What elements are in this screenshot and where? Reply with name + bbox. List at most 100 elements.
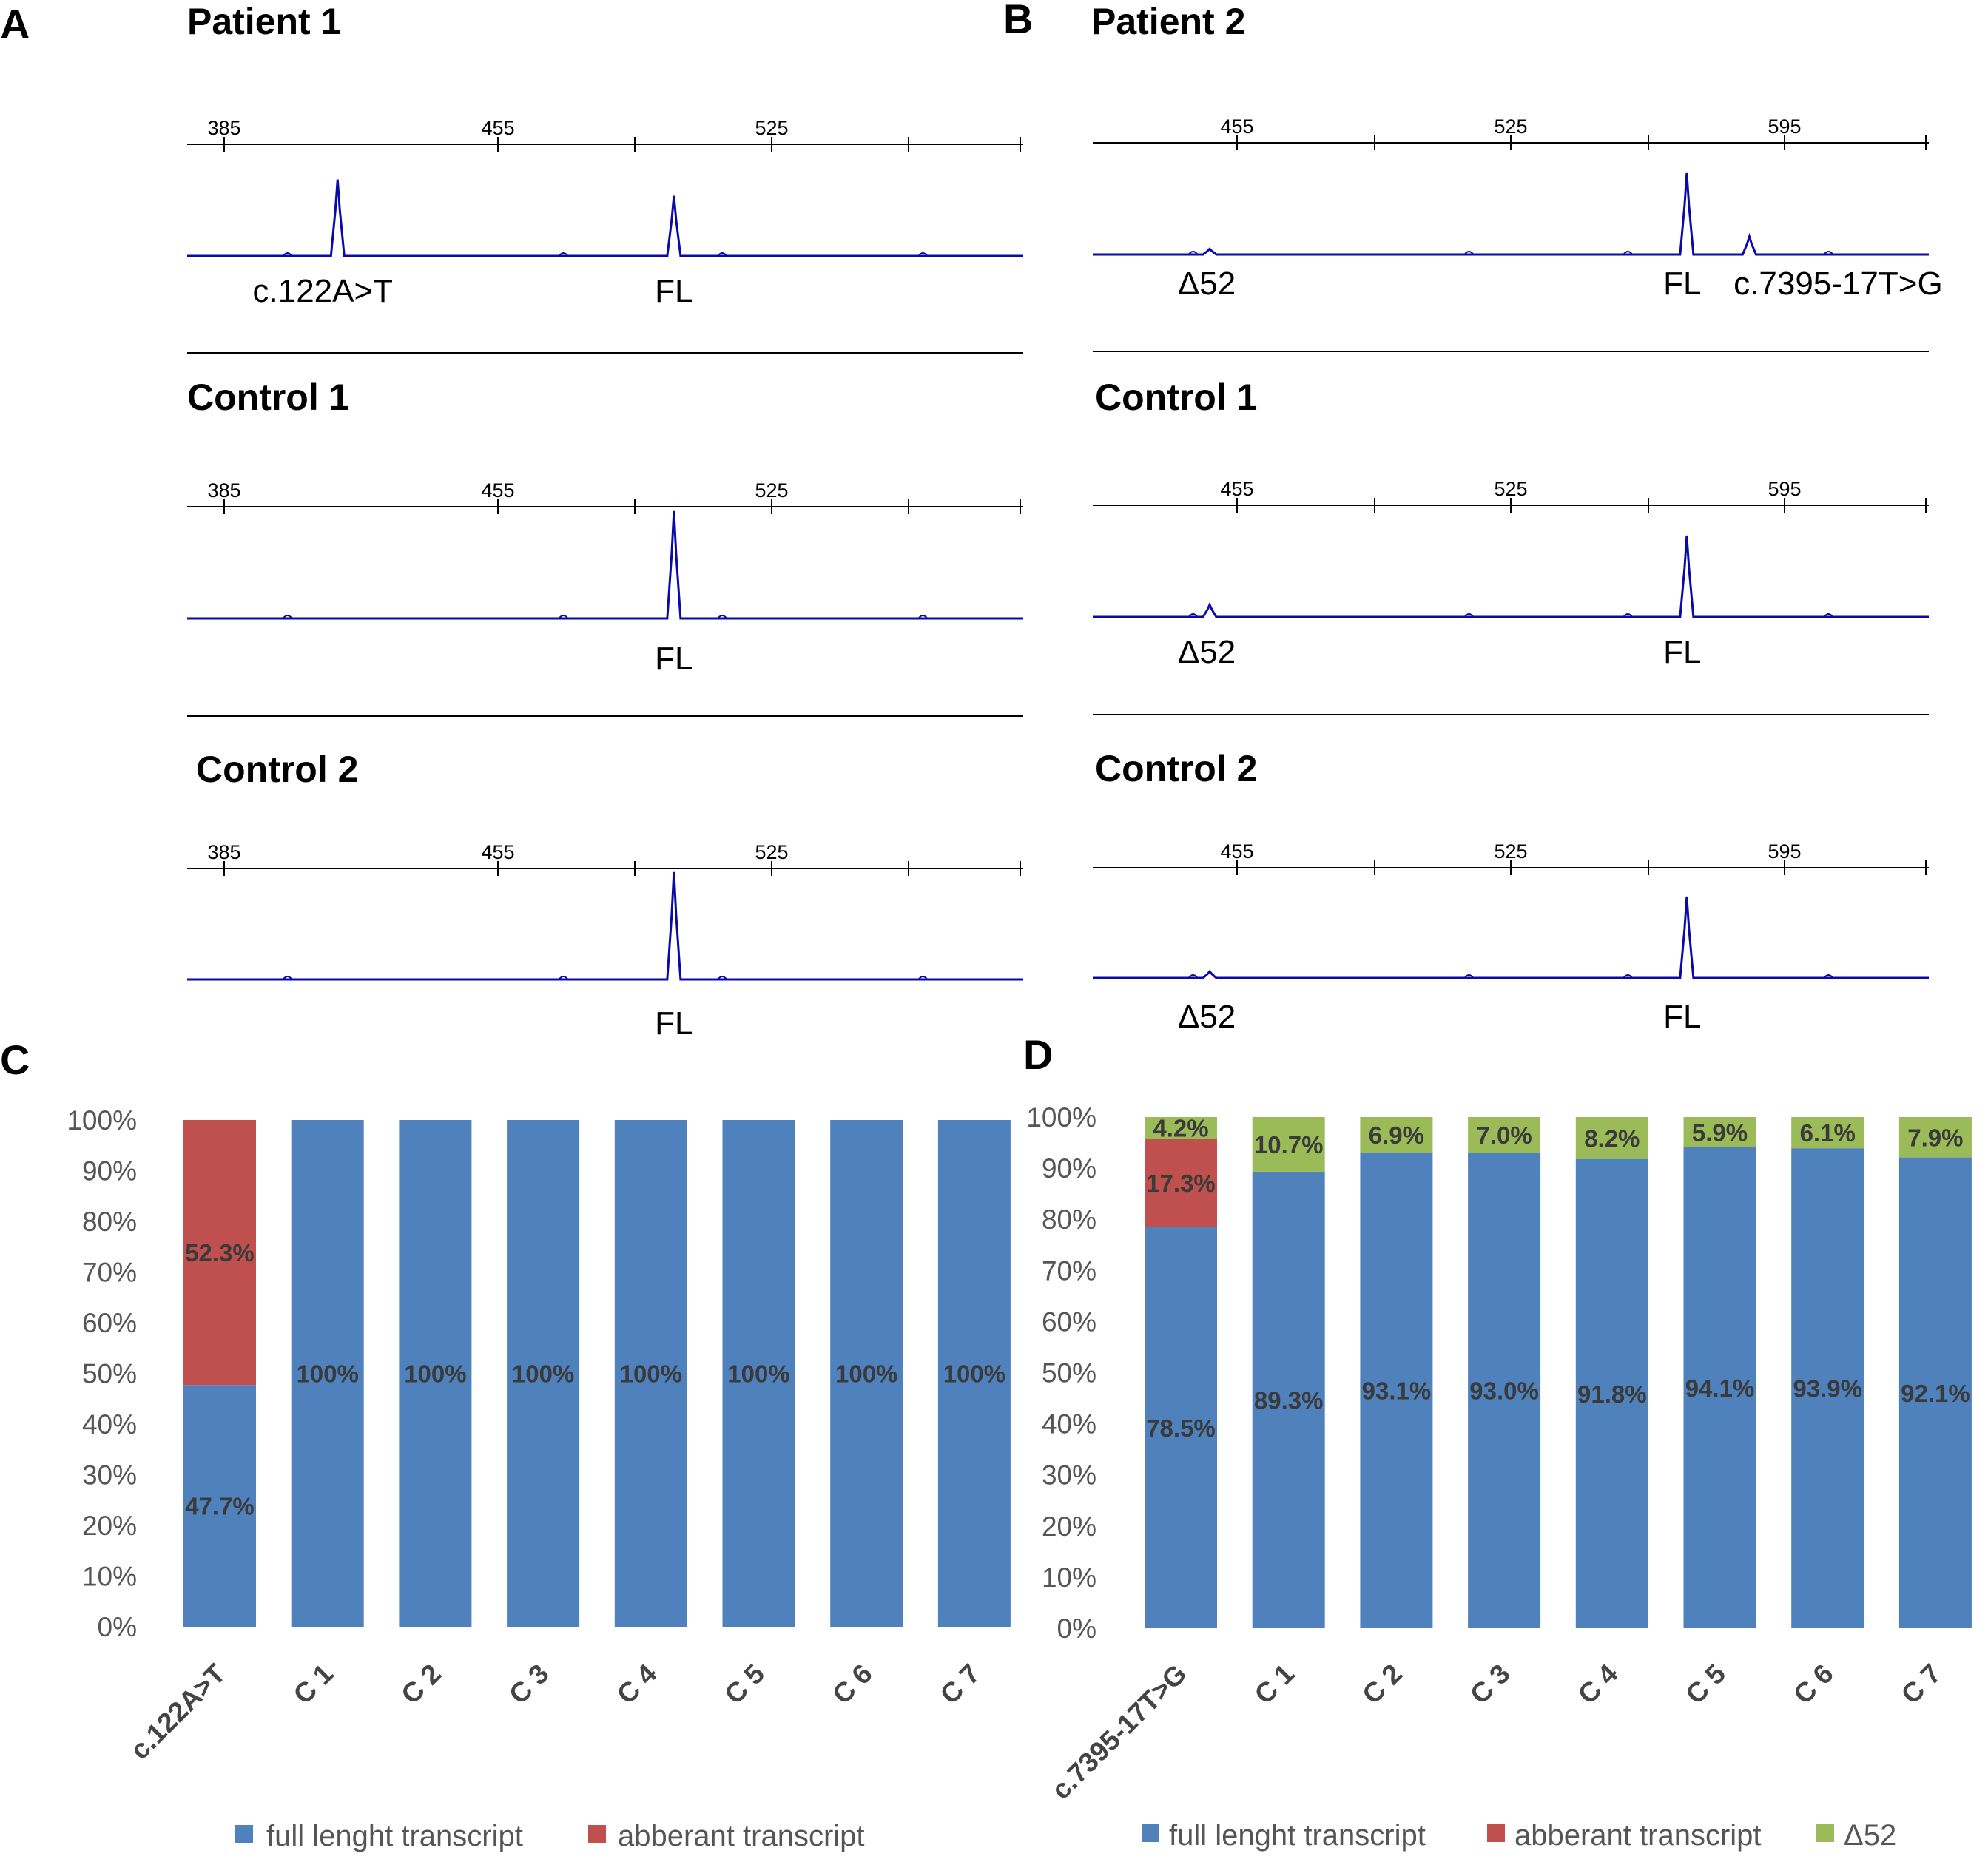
y-tick-label: 60% [82,1308,137,1338]
bar-segment [183,1385,256,1627]
trace-noise-bump [558,252,569,257]
bar-segment [1468,1117,1541,1153]
trace-noise-bump [917,252,929,257]
y-tick-label: 80% [82,1207,137,1237]
sample-title: Control 1 [1095,377,1257,418]
x-category-label: C 3 [1464,1659,1516,1710]
bar-value-label: 100% [835,1360,897,1388]
bar-segment [1360,1152,1433,1628]
y-tick-label: 60% [1042,1306,1096,1337]
bar-segment [937,1120,1011,1627]
x-category-label: C 5 [718,1659,770,1710]
x-category-label: c.7395-17T>G [1045,1659,1192,1805]
bar-segment [1791,1148,1864,1628]
stacked-bar-chart-d: 0% 10% 20% 30% 40% 50% 60% 70% 80% 90% 100% 78.5% 17… [1026,1102,1972,1852]
x-category-label: C 1 [288,1659,340,1710]
bar-value-label: 7.9% [1907,1124,1963,1151]
bar-value-label: 52.3% [185,1239,255,1266]
bar-segment [614,1120,687,1627]
bar-segment [291,1120,364,1627]
y-tick-label: 30% [1042,1460,1096,1491]
y-tick-label: 0% [1057,1613,1096,1644]
bar-value-label: 17.3% [1146,1170,1216,1197]
x-category-label: C 7 [934,1659,986,1710]
trace-line [1093,172,1929,256]
bar-segment [399,1120,472,1627]
trace-line [1093,896,1929,979]
bar-value-label: 100% [620,1360,682,1388]
panel-letter-b: B [1003,0,1033,42]
peak-label: FL [1663,266,1701,302]
y-tick-label: 20% [1042,1511,1096,1542]
size-axis-tick-label: 455 [1220,478,1253,500]
trace-noise-bump [1823,251,1834,255]
trace-a-3: Control 2 385 455 525 FL [187,749,1023,1042]
y-tick-label: 10% [82,1562,137,1592]
bar-segment [1145,1227,1217,1628]
peak-label: Δ52 [1178,266,1236,302]
trace-noise-bump [717,976,727,980]
y-tick-label: 90% [82,1156,137,1187]
bar-value-label: 100% [727,1360,789,1388]
peak-label: FL [1663,634,1701,670]
trace-noise-bump [1623,974,1633,979]
trace-noise-bump [1623,251,1633,255]
bar-segment [830,1120,903,1627]
bar-value-label: 93.1% [1362,1377,1432,1404]
trace-b-3: Control 2 455 525 595 Δ52 FL [1093,748,1929,1035]
y-tick-label: 20% [82,1511,137,1541]
bar-segment [1145,1117,1217,1139]
legend-swatch [1487,1824,1505,1842]
bar-value-label: 100% [296,1360,358,1388]
legend-swatch [235,1825,253,1843]
peak-label: FL [655,273,693,309]
stacked-bar-chart-c: 0% 10% 20% 30% 40% 50% 60% 70% 80% 90% 100% 47.7% 52… [67,1105,1011,1852]
bar-segment [1683,1117,1756,1147]
size-axis-tick-label: 385 [207,479,240,502]
legend-swatch [588,1825,606,1843]
x-category-label: C 6 [826,1659,878,1710]
size-axis-tick-label: 525 [1494,478,1527,500]
bar-value-label: 5.9% [1692,1119,1748,1146]
panel-letter-d: D [1023,1031,1053,1078]
size-axis-tick-label: 385 [207,117,240,139]
y-tick-label: 100% [67,1105,137,1136]
size-axis-tick-label: 455 [481,841,514,863]
trace-a-2: Control 1 385 455 525 FL [187,377,1023,717]
size-axis-tick-label: 525 [1494,115,1527,138]
electropherogram-panel-a: Patient 1 385 455 525 c.122A>T FL Control 1 385… [187,1,1023,1042]
x-category-label: C 4 [1572,1658,1624,1710]
y-tick-label: 40% [82,1409,137,1440]
trace-noise-bump [282,252,293,257]
y-tick-label: 50% [1042,1358,1096,1389]
x-category-label: C 1 [1249,1659,1301,1710]
sample-title: Control 2 [196,749,358,790]
peak-label: FL [1663,999,1701,1035]
bar-value-label: 10.7% [1254,1131,1324,1158]
trace-noise-bump [282,976,293,980]
y-tick-label: 70% [1042,1255,1096,1286]
trace-noise-bump [558,976,569,980]
electropherogram-panel-b: Patient 2 455 525 595 Δ52 FL c.7395-17T>G Contr… [1091,1,1943,1035]
bar-value-label: 7.0% [1476,1121,1532,1149]
size-axis-tick-label: 525 [755,479,788,502]
trace-noise-bump [282,615,293,619]
bar-value-label: 100% [512,1360,574,1388]
x-category-label: C 7 [1896,1659,1947,1710]
bar-value-label: 91.8% [1577,1380,1647,1408]
legend-label: abberant transcript [1514,1819,1762,1852]
legend-swatch [1142,1824,1159,1842]
bar-segment [722,1120,795,1627]
trace-noise-bump [1463,613,1475,618]
size-axis-tick-label: 525 [1494,840,1527,863]
bar-segment [1252,1117,1325,1172]
y-tick-label: 90% [1042,1153,1096,1184]
y-tick-label: 70% [82,1258,137,1288]
trace-noise-bump [1623,613,1633,618]
legend-label: Δ52 [1844,1819,1896,1852]
size-axis-tick-label: 595 [1768,478,1801,500]
bar-segment [1683,1147,1756,1628]
bar-value-label: 6.9% [1369,1121,1424,1149]
y-tick-label: 50% [82,1359,137,1389]
trace-noise-bump [1187,974,1199,979]
